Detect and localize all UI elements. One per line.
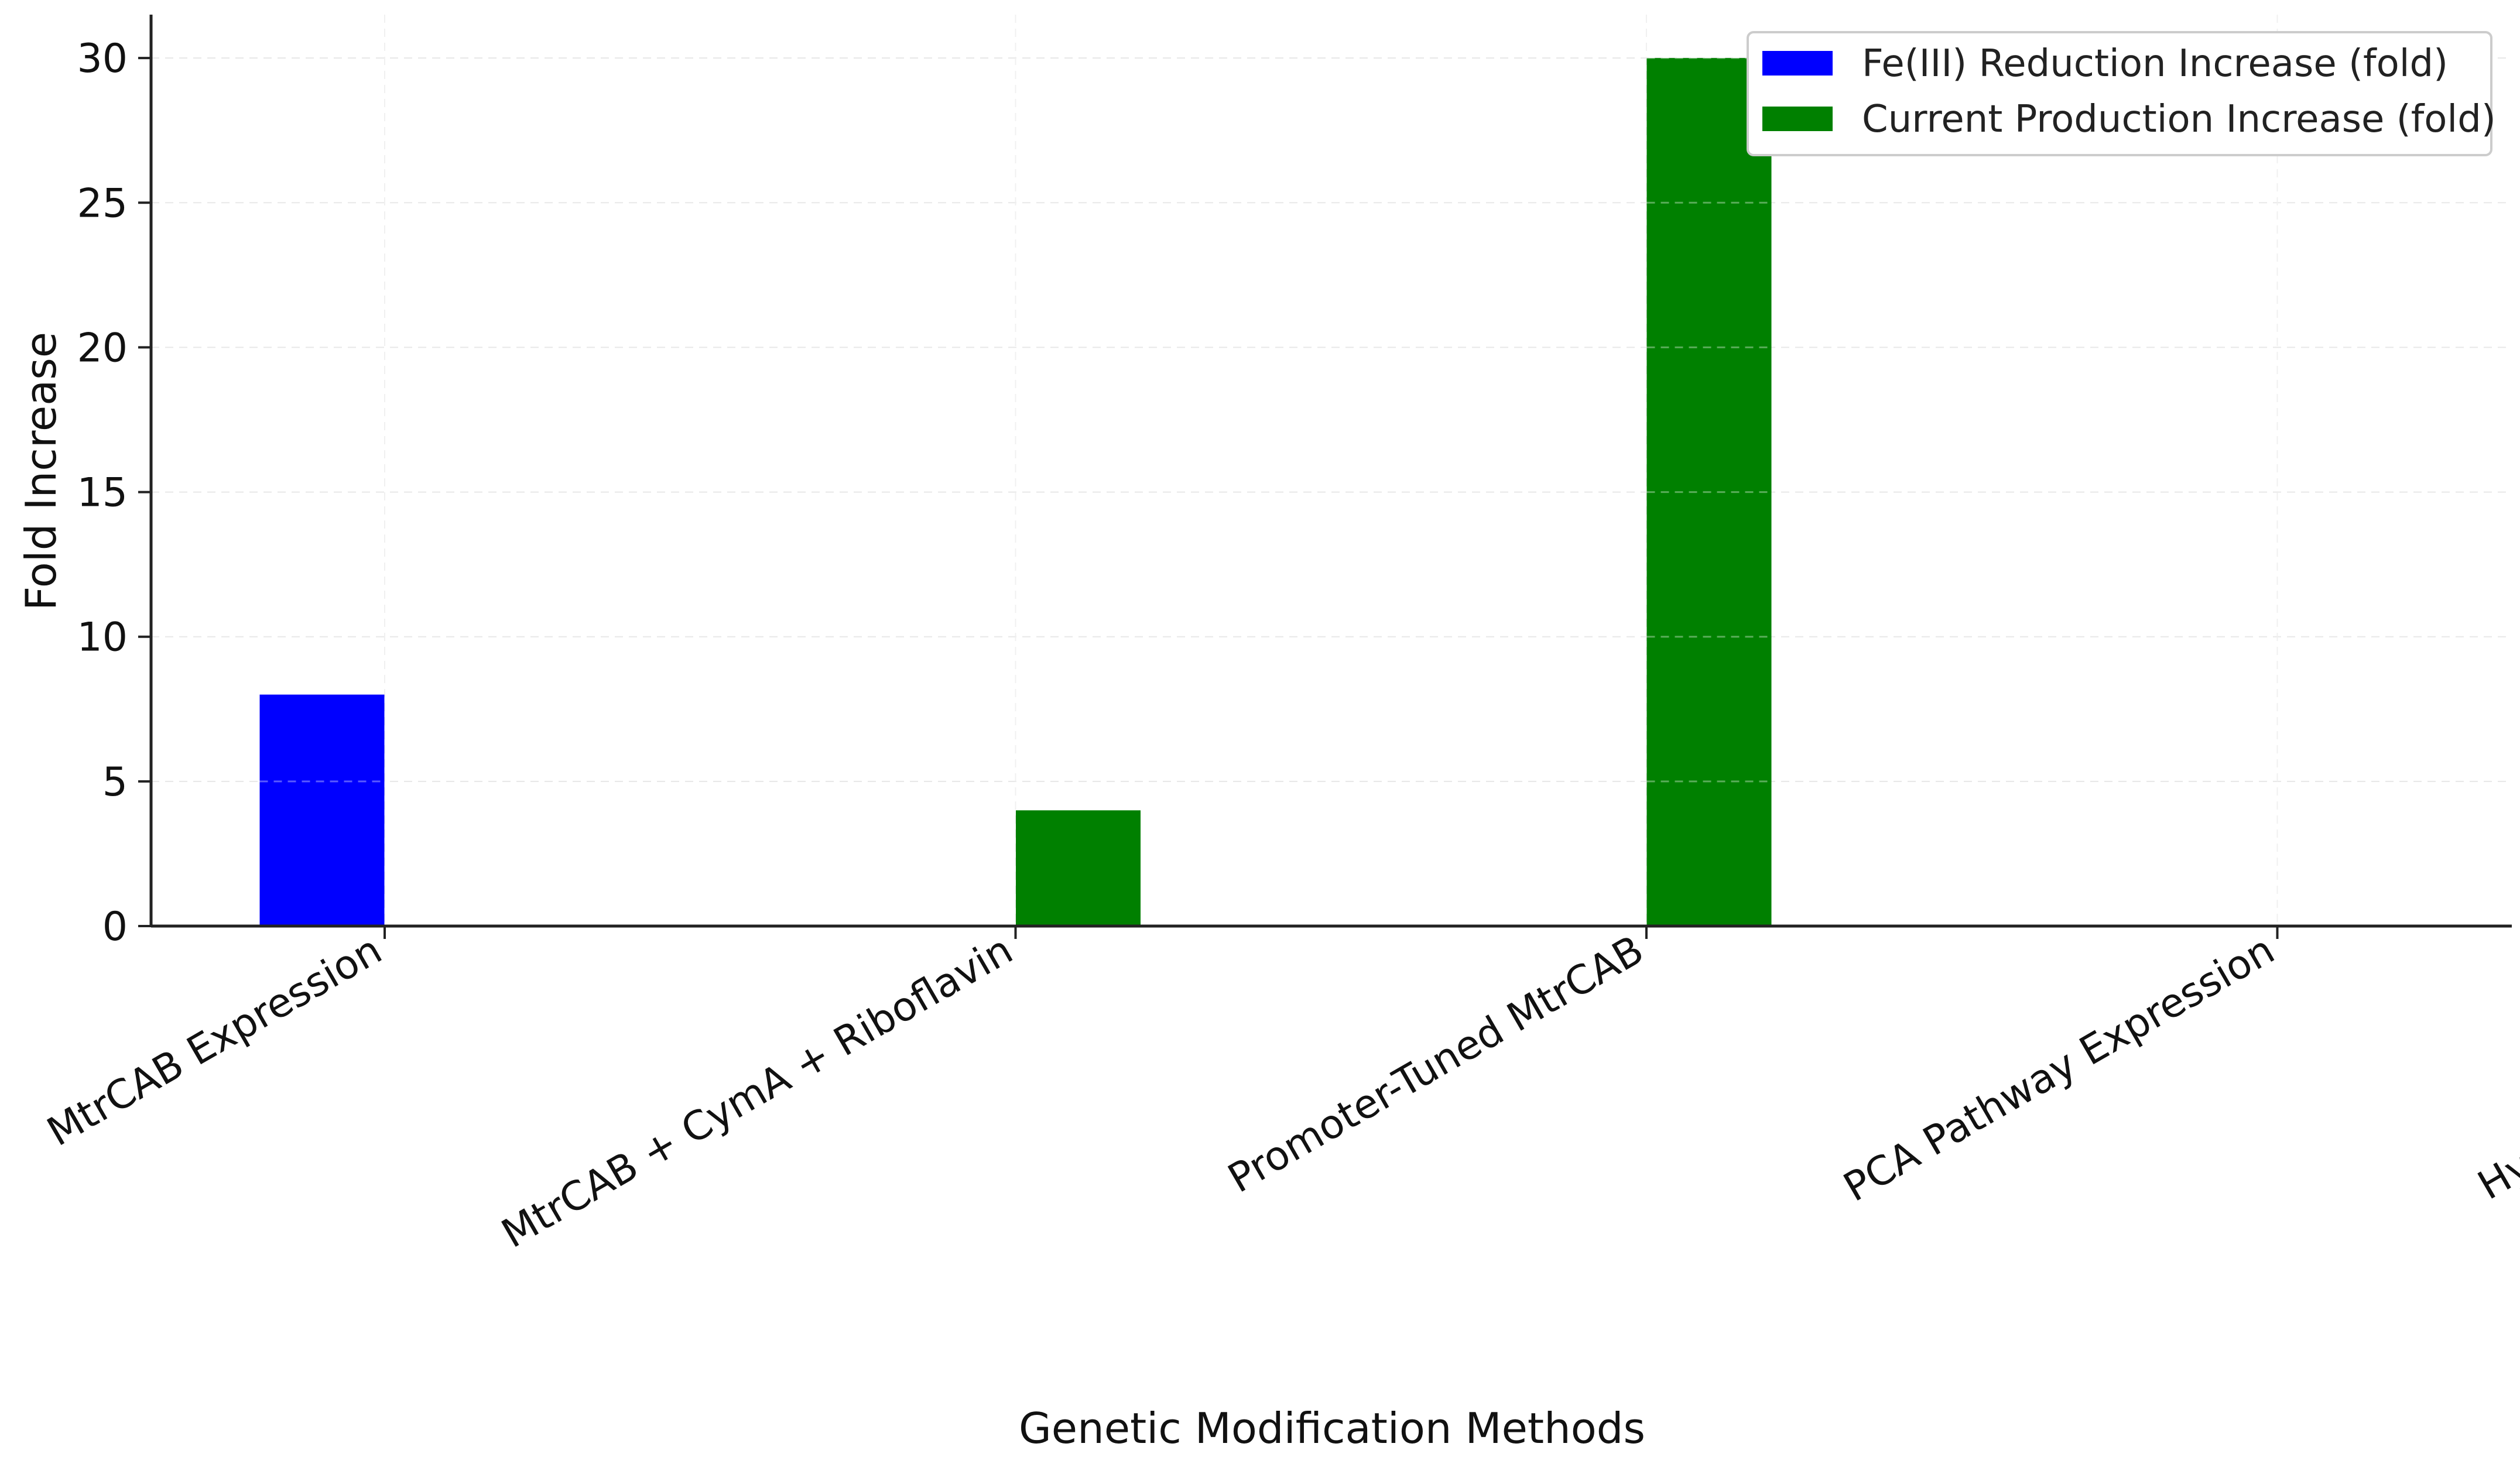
legend-swatch-fe-reduction xyxy=(1762,51,1833,76)
y-tick-label: 30 xyxy=(77,36,128,82)
y-tick-label: 25 xyxy=(77,180,128,227)
x-axis-title: Genetic Modification Methods xyxy=(1019,1404,1645,1453)
y-tick-label: 15 xyxy=(77,470,128,516)
y-tick-label: 10 xyxy=(77,615,128,661)
x-tick-labels: MtrCAB Expression MtrCAB + CymA + Ribofla… xyxy=(40,927,2520,1257)
legend-swatch-current-production xyxy=(1762,107,1833,131)
y-tick-label: 20 xyxy=(77,325,128,371)
legend-frame xyxy=(1747,31,2492,156)
grid-layer xyxy=(151,15,2512,926)
x-tick-label: MtrCAB + CymA + Riboflavin xyxy=(494,927,1021,1257)
bars-layer xyxy=(259,57,1772,927)
x-tick-label: Hybrid vs. Complete Mtr xyxy=(2470,927,2520,1209)
axes-layer xyxy=(138,15,2512,939)
y-tick-label: 5 xyxy=(102,759,128,805)
legend: Fe(III) Reduction Increase (fold) Curren… xyxy=(1747,31,2496,156)
y-axis-title: Fold Increase xyxy=(16,332,66,611)
bar-current-production xyxy=(1016,810,1141,926)
legend-label-current-production: Current Production Increase (fold) xyxy=(1862,98,2496,141)
y-tick-labels: 0 5 10 15 20 25 30 xyxy=(77,36,128,950)
x-tick-label: PCA Pathway Expression xyxy=(1836,927,2282,1211)
bar-current-production xyxy=(1646,58,1772,927)
legend-label-fe-reduction: Fe(III) Reduction Increase (fold) xyxy=(1862,42,2448,85)
x-tick-label: Promoter-Tuned MtrCAB xyxy=(1221,927,1652,1202)
bar-fe-reduction xyxy=(259,694,385,926)
y-tick-label: 0 xyxy=(102,904,128,950)
x-tick-label: MtrCAB Expression xyxy=(40,927,390,1156)
